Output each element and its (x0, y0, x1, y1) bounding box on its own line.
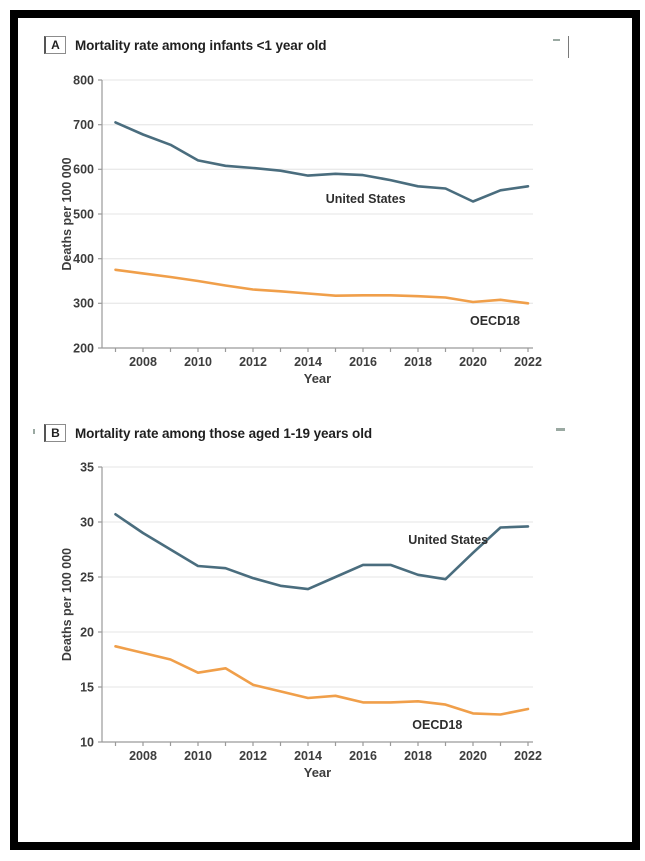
svg-text:OECD18: OECD18 (470, 314, 520, 328)
svg-text:Year: Year (304, 765, 331, 780)
svg-text:OECD18: OECD18 (412, 718, 462, 732)
panel-a-title: Mortality rate among infants <1 year old (75, 37, 327, 53)
panel-b-header: B Mortality rate among those aged 1-19 y… (44, 424, 372, 442)
svg-text:15: 15 (80, 680, 94, 694)
svg-text:2014: 2014 (294, 355, 322, 369)
artifact-mark (568, 36, 569, 58)
svg-text:800: 800 (73, 73, 94, 87)
svg-text:2020: 2020 (459, 749, 487, 763)
svg-text:Deaths per 100 000: Deaths per 100 000 (60, 548, 74, 661)
svg-text:25: 25 (80, 570, 94, 584)
svg-text:2008: 2008 (129, 749, 157, 763)
svg-text:200: 200 (73, 341, 94, 355)
svg-text:35: 35 (80, 460, 94, 474)
svg-text:2012: 2012 (239, 355, 267, 369)
panel-b-line-chart: 10 15 20 25 30 35 2008 2010 2012 2014 2016 2018 2020… (60, 460, 542, 780)
svg-text:2008: 2008 (129, 355, 157, 369)
svg-text:2016: 2016 (349, 749, 377, 763)
svg-text:700: 700 (73, 118, 94, 132)
svg-text:Deaths per 100 000: Deaths per 100 000 (60, 157, 74, 270)
artifact-mark (553, 39, 560, 41)
svg-text:2016: 2016 (349, 355, 377, 369)
svg-text:300: 300 (73, 297, 94, 311)
svg-text:2020: 2020 (459, 355, 487, 369)
svg-text:United States: United States (326, 192, 406, 206)
artifact-mark (556, 428, 565, 431)
panel-b-letter-badge: B (44, 424, 66, 442)
panel-a-header: A Mortality rate among infants <1 year o… (44, 36, 327, 54)
panel-b-title: Mortality rate among those aged 1-19 yea… (75, 425, 372, 441)
svg-text:2010: 2010 (184, 355, 212, 369)
panel-a-letter-badge: A (44, 36, 66, 54)
artifact-mark (33, 429, 35, 434)
svg-text:2022: 2022 (514, 749, 542, 763)
svg-text:400: 400 (73, 252, 94, 266)
svg-text:2018: 2018 (404, 355, 432, 369)
svg-text:2018: 2018 (404, 749, 432, 763)
svg-text:20: 20 (80, 625, 94, 639)
figure-frame (10, 10, 640, 850)
svg-text:United States: United States (408, 533, 488, 547)
svg-text:600: 600 (73, 163, 94, 177)
panel-a-line-chart: 200 300 400 500 600 700 800 2008 2010 2012 2014 201… (60, 73, 542, 386)
svg-text:2014: 2014 (294, 749, 322, 763)
svg-text:10: 10 (80, 735, 94, 749)
svg-text:2012: 2012 (239, 749, 267, 763)
svg-text:Year: Year (304, 371, 331, 386)
svg-text:2010: 2010 (184, 749, 212, 763)
svg-text:500: 500 (73, 207, 94, 221)
svg-text:30: 30 (80, 515, 94, 529)
svg-text:2022: 2022 (514, 355, 542, 369)
